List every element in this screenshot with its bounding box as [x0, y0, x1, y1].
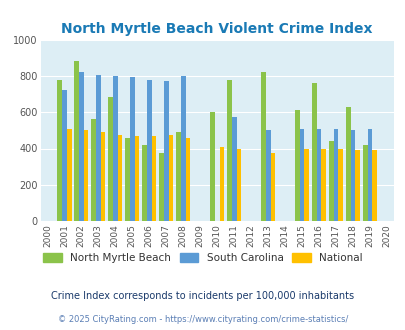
Bar	[209, 112, 214, 221]
Bar	[219, 147, 224, 221]
Legend: North Myrtle Beach, South Carolina, National: North Myrtle Beach, South Carolina, Nati…	[39, 248, 366, 267]
Bar	[371, 150, 376, 221]
Bar	[142, 145, 147, 221]
Bar	[236, 149, 241, 221]
Bar	[311, 83, 316, 221]
Bar	[83, 130, 88, 221]
Bar	[79, 72, 83, 221]
Bar	[345, 107, 350, 221]
Bar	[134, 136, 139, 221]
Bar	[260, 72, 265, 221]
Bar	[231, 117, 236, 221]
Bar	[350, 130, 354, 221]
Bar	[164, 82, 168, 221]
Bar	[168, 135, 173, 221]
Bar	[159, 153, 164, 221]
Bar	[328, 141, 333, 221]
Text: Crime Index corresponds to incidents per 100,000 inhabitants: Crime Index corresponds to incidents per…	[51, 291, 354, 301]
Bar	[66, 129, 71, 221]
Bar	[62, 90, 66, 221]
Bar	[147, 80, 151, 221]
Bar	[125, 138, 130, 221]
Bar	[304, 149, 309, 221]
Bar	[270, 153, 275, 221]
Bar	[316, 129, 321, 221]
Title: North Myrtle Beach Violent Crime Index: North Myrtle Beach Violent Crime Index	[61, 22, 372, 36]
Bar	[74, 61, 79, 221]
Bar	[57, 80, 62, 221]
Bar	[180, 76, 185, 221]
Bar	[226, 80, 231, 221]
Bar	[108, 97, 113, 221]
Bar	[96, 75, 100, 221]
Bar	[100, 132, 105, 221]
Bar	[362, 145, 367, 221]
Bar	[151, 136, 156, 221]
Bar	[354, 150, 359, 221]
Bar	[130, 77, 134, 221]
Bar	[299, 129, 304, 221]
Text: © 2025 CityRating.com - https://www.cityrating.com/crime-statistics/: © 2025 CityRating.com - https://www.city…	[58, 315, 347, 324]
Bar	[265, 130, 270, 221]
Bar	[367, 129, 371, 221]
Bar	[338, 148, 342, 221]
Bar	[113, 76, 117, 221]
Bar	[185, 138, 190, 221]
Bar	[117, 135, 122, 221]
Bar	[91, 118, 96, 221]
Bar	[333, 129, 338, 221]
Bar	[176, 132, 180, 221]
Bar	[294, 110, 299, 221]
Bar	[321, 148, 326, 221]
